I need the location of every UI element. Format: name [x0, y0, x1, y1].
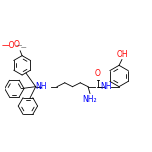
Text: —: — — [16, 43, 22, 48]
Text: NH: NH — [35, 82, 46, 91]
Text: NH₂: NH₂ — [83, 95, 97, 104]
Text: —: — — [20, 45, 26, 50]
Text: NH: NH — [101, 82, 112, 91]
Text: OH: OH — [116, 50, 128, 59]
Text: O: O — [95, 69, 101, 78]
Text: O: O — [13, 40, 19, 49]
Text: —O: —O — [2, 41, 15, 50]
